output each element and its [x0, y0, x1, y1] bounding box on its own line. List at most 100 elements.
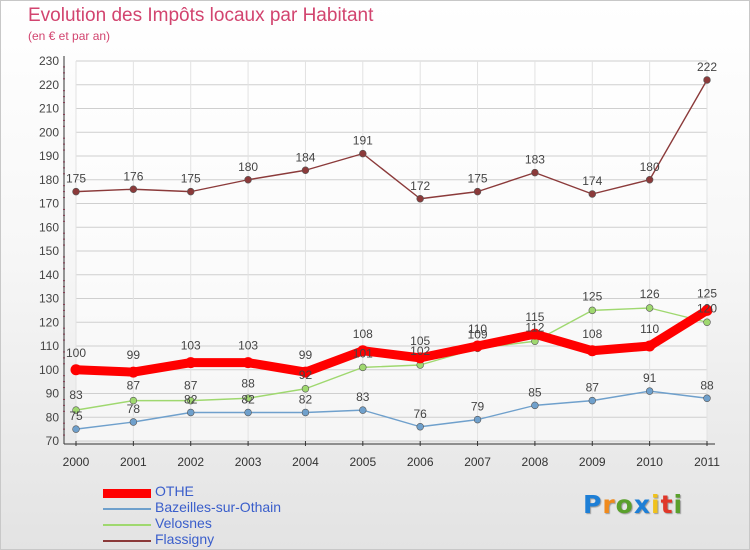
logo-letter: o: [615, 490, 634, 519]
data-label-bazeilles-sur-othain-2010: 91: [643, 371, 657, 385]
data-label-flassigny-2003: 180: [238, 160, 258, 174]
chart-title: Evolution des Impôts locaux par Habitant: [28, 5, 374, 26]
data-point-bazeilles-sur-othain-2007: [473, 415, 482, 424]
x-tick-label-2003: 2003: [235, 455, 262, 469]
data-label-velosnes-2006: 102: [410, 344, 430, 358]
data-point-flassigny-2000: [72, 187, 80, 196]
data-point-velosnes-2004: [301, 385, 310, 393]
y-tick-label-150: 150: [39, 244, 59, 258]
legend-label-othe: OTHE: [155, 483, 194, 499]
data-point-velosnes-2002: [187, 396, 195, 405]
y-tick-label-140: 140: [39, 268, 59, 282]
data-label-bazeilles-sur-othain-2008: 85: [528, 385, 542, 399]
data-point-othe-2000: [70, 364, 82, 376]
data-label-othe-2007: 110: [468, 322, 487, 336]
data-label-othe-2010: 110: [640, 322, 659, 336]
data-label-othe-2000: 100: [66, 346, 86, 360]
legend-item-velosnes: Velosnes: [103, 515, 363, 533]
y-tick-label-230: 230: [39, 54, 59, 68]
data-point-othe-2001: [127, 366, 139, 378]
data-label-velosnes-2011: 120: [697, 301, 717, 315]
data-point-flassigny-2005: [359, 149, 367, 158]
y-tick-label-220: 220: [39, 78, 59, 92]
data-label-flassigny-2002: 175: [181, 172, 201, 186]
data-label-bazeilles-sur-othain-2007: 79: [471, 400, 485, 414]
series-line-othe: [71, 305, 712, 377]
data-point-velosnes-2003: [244, 394, 252, 402]
y-tick-label-100: 100: [39, 363, 59, 377]
data-label-flassigny-2000: 175: [66, 172, 86, 186]
data-point-bazeilles-sur-othain-2010: [645, 387, 654, 395]
data-label-bazeilles-sur-othain-2003: 82: [241, 393, 255, 407]
legend-swatch-flassigny: [103, 540, 151, 542]
legend-label-flassigny: Flassigny: [155, 531, 215, 547]
data-label-othe-2006: 105: [410, 334, 430, 348]
data-label-velosnes-2004: 92: [299, 368, 313, 382]
proxiti-logo: Proxiti: [583, 490, 683, 519]
data-point-othe-2007: [472, 340, 484, 352]
data-label-flassigny-2005: 191: [353, 134, 373, 148]
y-tick-label-90: 90: [46, 387, 60, 401]
data-label-othe-2004: 99: [299, 348, 313, 362]
logo-letter: r: [602, 490, 616, 519]
series-line-bazeilles-sur-othain: [75, 390, 708, 430]
data-label-othe-2003: 103: [238, 339, 258, 353]
legend-label-velosnes: Velosnes: [155, 515, 212, 531]
data-label-velosnes-2008: 112: [525, 320, 544, 334]
data-label-bazeilles-sur-othain-2009: 87: [586, 381, 600, 395]
data-point-bazeilles-sur-othain-2011: [703, 394, 711, 402]
y-tick-label-110: 110: [40, 339, 59, 353]
data-label-othe-2011: 125: [697, 286, 717, 300]
data-label-velosnes-2010: 126: [640, 287, 660, 301]
data-point-velosnes-2000: [72, 406, 80, 414]
y-tick-label-70: 70: [46, 434, 60, 448]
logo-letter: P: [583, 490, 603, 519]
data-labels: 75 78 82 82 82 83 76 79 85 87 91 88 83 87 87 88 92 101 102…: [66, 60, 717, 423]
data-label-flassigny-2007: 175: [468, 172, 488, 186]
data-label-othe-2009: 108: [582, 327, 602, 341]
legend: OTHE Bazeilles-sur-Othain Velosnes Flass…: [103, 483, 363, 549]
data-point-flassigny-2001: [129, 185, 138, 193]
series-line-flassigny: [75, 79, 708, 200]
data-label-othe-2001: 99: [127, 348, 141, 362]
data-label-bazeilles-sur-othain-2004: 82: [299, 393, 313, 407]
data-point-bazeilles-sur-othain-2004: [301, 408, 310, 417]
logo-letter: t: [660, 490, 674, 519]
x-tick-label-2000: 2000: [63, 455, 90, 469]
x-tick-label-2009: 2009: [579, 455, 606, 469]
x-tick-label-2001: 2001: [120, 455, 147, 469]
data-point-bazeilles-sur-othain-2000: [72, 425, 80, 433]
y-tick-label-190: 190: [39, 149, 59, 163]
chart-subtitle: (en € et par an): [28, 29, 111, 43]
x-tick-label-2006: 2006: [407, 455, 434, 469]
data-label-velosnes-2003: 88: [241, 376, 255, 390]
data-label-velosnes-2001: 87: [127, 379, 141, 393]
data-label-othe-2008: 115: [525, 310, 544, 324]
series-line-velosnes: [75, 307, 708, 411]
x-tick-label-2005: 2005: [349, 455, 376, 469]
x-tick-label-2007: 2007: [464, 455, 491, 469]
legend-swatch-velosnes: [103, 524, 151, 526]
data-point-othe-2004: [299, 366, 311, 378]
data-point-othe-2003: [242, 357, 254, 369]
data-point-flassigny-2007: [473, 187, 482, 196]
data-point-flassigny-2002: [187, 187, 195, 196]
legend-swatch-bazeilles: [103, 508, 151, 510]
data-point-othe-2011: [701, 304, 713, 316]
data-point-bazeilles-sur-othain-2009: [588, 396, 596, 405]
data-point-othe-2006: [414, 352, 426, 364]
data-point-flassigny-2006: [416, 195, 424, 203]
data-label-flassigny-2001: 176: [123, 169, 143, 183]
data-point-flassigny-2010: [645, 176, 654, 184]
logo-letter: x: [633, 490, 651, 519]
x-tick-label-2010: 2010: [636, 455, 663, 469]
x-tick-label-2008: 2008: [522, 455, 549, 469]
data-label-bazeilles-sur-othain-2005: 83: [356, 390, 370, 404]
y-tick-label-80: 80: [46, 410, 60, 424]
data-label-velosnes-2009: 125: [582, 289, 602, 303]
y-tick-label-160: 160: [39, 220, 59, 234]
data-point-bazeilles-sur-othain-2005: [359, 406, 367, 414]
data-point-othe-2010: [644, 340, 656, 352]
y-tick-label-170: 170: [39, 197, 59, 211]
